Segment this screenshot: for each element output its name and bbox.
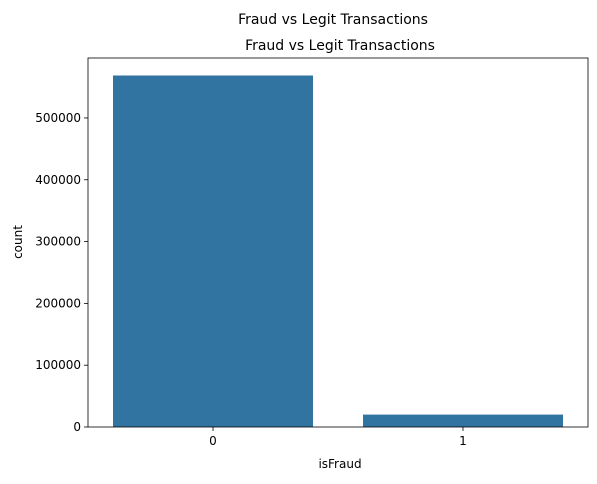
- y-tick-label: 200000: [35, 296, 81, 310]
- plot-area: 0 1 0 100000 200000 300000 400000 500000: [35, 57, 589, 448]
- x-tick-label: 0: [209, 434, 217, 448]
- y-tick-label: 300000: [35, 235, 81, 249]
- y-tick-label: 400000: [35, 173, 81, 187]
- bar-1: [363, 414, 563, 427]
- x-tick-label: 1: [459, 434, 467, 448]
- x-axis-label: isFraud: [318, 457, 361, 471]
- y-tick-label: 500000: [35, 111, 81, 125]
- axes-frame: [87, 57, 589, 428]
- figure-suptitle: Fraud vs Legit Transactions: [238, 12, 428, 28]
- bar-0: [113, 75, 313, 427]
- y-tick-label: 100000: [35, 358, 81, 372]
- y-tick-label: 0: [73, 420, 81, 434]
- y-axis-label: count: [11, 225, 25, 259]
- chart-title: Fraud vs Legit Transactions: [245, 38, 435, 54]
